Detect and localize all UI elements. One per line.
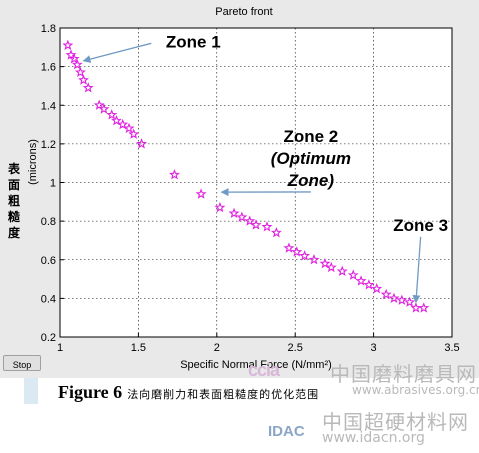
y-tick-label: 1.6 <box>41 62 56 74</box>
data-point-star <box>291 246 303 257</box>
y-label-character: 粗 <box>8 193 20 208</box>
data-point-star <box>78 74 89 85</box>
data-point-star <box>82 82 94 93</box>
data-point-star <box>270 226 282 238</box>
data-point-star <box>93 99 105 110</box>
y-label-character: 面 <box>8 178 20 192</box>
data-point-star <box>363 279 375 290</box>
figure-caption: Figure 6 法向磨削力和表面粗糙度的优化范围 <box>58 382 319 403</box>
data-point-star <box>195 188 207 199</box>
x-tick-label: 1 <box>57 342 63 354</box>
x-tick-label: 2.5 <box>288 342 303 354</box>
data-point-star <box>128 128 140 139</box>
x-tick-label: 2 <box>214 342 220 354</box>
y-tick-label: 1.4 <box>41 100 56 112</box>
y-tick-label: 0.8 <box>41 216 56 228</box>
data-point-star <box>418 302 430 313</box>
data-point-star <box>380 288 392 300</box>
data-point-star <box>106 109 118 120</box>
zone-label-line: Zone) <box>287 171 335 190</box>
data-point-star <box>71 58 83 70</box>
y-tick-label: 1 <box>50 178 56 190</box>
caption-marker <box>24 378 38 404</box>
data-point-star <box>117 118 129 130</box>
data-point-star <box>136 138 147 149</box>
y-axis-chinese-label: 表面粗糙度 <box>7 161 21 240</box>
y-tick-label: 1.2 <box>41 139 56 151</box>
data-point-star <box>396 294 408 305</box>
data-point-star <box>110 114 122 126</box>
data-point-star <box>371 282 383 294</box>
grid <box>59 27 453 338</box>
data-point-star <box>336 265 348 276</box>
pareto-chart: 1 1.5 2 2.5 3 3.5 0.2 0.4 0.6 0.8 1 1.2 1.4 1.6 1.8 Zo… <box>7 6 460 371</box>
data-points <box>62 39 430 313</box>
zone-arrow <box>412 236 422 304</box>
data-point-star <box>388 292 400 304</box>
data-point-star <box>319 257 331 269</box>
x-tick-label: 3.5 <box>444 342 459 354</box>
watermark-url-2: www.idacn.org <box>322 430 425 446</box>
ccia-logo: ccia <box>248 360 280 380</box>
data-point-star <box>68 53 80 64</box>
data-point-star <box>236 211 248 222</box>
watermark-site-name-1: 中国磨料磨具网 <box>330 362 477 386</box>
data-point-star <box>308 254 320 265</box>
data-point-star <box>169 169 180 180</box>
axes: 1 1.5 2 2.5 3 3.5 0.2 0.4 0.6 0.8 1 1.2 1.4 1.6 1.8 <box>41 23 460 354</box>
data-point-star <box>98 103 110 114</box>
y-tick-label: 0.6 <box>41 255 56 267</box>
figure-number: Figure 6 <box>58 382 123 402</box>
data-point-star <box>214 201 226 213</box>
data-point-star <box>74 66 86 78</box>
data-point-star <box>228 207 240 219</box>
data-point-star <box>355 275 367 286</box>
zone-annotations: Zone 1 Zone 2 (Optimum Zone) Zone 3 <box>82 32 448 304</box>
data-point-star <box>283 242 295 253</box>
idac-logo: IDAC <box>268 423 305 440</box>
zone-label-line: Zone 1 <box>166 32 221 51</box>
x-tick-label: 1.5 <box>131 342 146 354</box>
data-point-star <box>325 261 337 273</box>
stop-button[interactable]: Stop <box>3 355 41 371</box>
y-label-character: 表 <box>7 161 21 176</box>
y-tick-label: 0.4 <box>41 293 56 305</box>
data-point-star <box>250 219 262 230</box>
zone-label-line: Zone 2 <box>283 127 338 146</box>
y-label-character: 度 <box>8 225 21 240</box>
x-axis-label: Specific Normal Force (N/mm²) <box>180 359 332 371</box>
data-point-star <box>123 122 135 134</box>
data-point-star <box>244 215 256 226</box>
data-point-star <box>347 269 359 280</box>
y-axis-units-label: (microns) <box>27 139 39 185</box>
zone-arrow <box>82 42 152 63</box>
caption-text: 法向磨削力和表面粗糙度的优化范围 <box>127 388 320 401</box>
y-tick-label: 1.8 <box>41 23 56 35</box>
x-tick-label: 3 <box>371 342 377 354</box>
zone-label-line: (Optimum <box>271 149 351 168</box>
y-label-character: 糙 <box>8 209 20 224</box>
chart-title: Pareto front <box>215 6 272 18</box>
watermark-url-1: www.abrasives.org.cn <box>352 383 479 397</box>
y-tick-label: 0.2 <box>41 332 56 344</box>
data-point-star <box>261 221 273 232</box>
watermark-site-name-2: 中国超硬材料网 <box>322 410 469 434</box>
data-point-star <box>62 39 74 51</box>
data-point-star <box>299 250 311 261</box>
zone-label-line: Zone 3 <box>393 216 448 235</box>
